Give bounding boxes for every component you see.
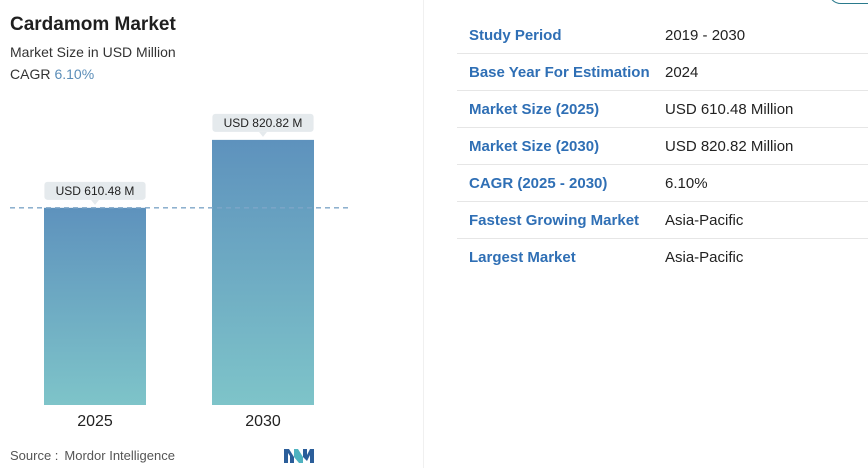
- chart-title: Cardamom Market: [10, 14, 176, 35]
- info-label: Base Year For Estimation: [469, 63, 650, 81]
- info-label: Study Period: [469, 26, 562, 44]
- info-value: USD 610.48 Million: [665, 100, 794, 118]
- info-row: Market Size (2030) USD 820.82 Million: [457, 128, 868, 165]
- info-value: USD 820.82 Million: [665, 137, 794, 155]
- svg-text:USD 820.82 M: USD 820.82 M: [224, 116, 303, 130]
- source-label: Source :: [10, 448, 59, 463]
- info-value: 2019 - 2030: [665, 26, 746, 44]
- bar-chart: USD 610.48 M 2025 USD 820.82 M 2030: [10, 113, 350, 430]
- info-label: CAGR (2025 - 2030): [469, 174, 608, 192]
- info-row: CAGR (2025 - 2030) 6.10%: [457, 165, 868, 202]
- cagr-value: 6.10%: [54, 66, 95, 82]
- info-label: Market Size (2030): [469, 137, 600, 155]
- bar-2030: [212, 139, 314, 406]
- x-tick-label-2030: 2030: [245, 413, 281, 430]
- cagr-label: CAGR: [10, 66, 51, 82]
- chart-subtitle: Market Size in USD Million: [10, 44, 176, 60]
- info-value: Asia-Pacific: [665, 249, 744, 266]
- svg-text:USD 610.48 M: USD 610.48 M: [56, 184, 135, 198]
- info-value: Asia-Pacific: [665, 211, 744, 229]
- data-label-2025: USD 610.48 M: [44, 181, 146, 205]
- source-line: Source : Mordor Intelligence: [10, 448, 175, 463]
- info-row: Market Size (2025) USD 610.48 Million: [457, 91, 868, 128]
- chart-cagr: CAGR 6.10%: [10, 66, 94, 82]
- data-label-2030: USD 820.82 M: [212, 113, 314, 137]
- info-label: Largest Market: [469, 249, 576, 266]
- source-value: Mordor Intelligence: [64, 448, 175, 463]
- market-info-table: Study Period 2019 - 2030 Base Year For Est…: [457, 17, 868, 276]
- mordor-intelligence-logo-icon: [284, 449, 314, 463]
- info-row: Fastest Growing Market Asia-Pacific: [457, 202, 868, 239]
- info-value: 6.10%: [665, 174, 708, 192]
- x-tick-label-2025: 2025: [77, 413, 113, 430]
- info-row: Largest Market Asia-Pacific: [457, 239, 868, 276]
- corner-decoration: [828, 0, 868, 4]
- info-row: Base Year For Estimation 2024: [457, 54, 868, 91]
- info-label: Fastest Growing Market: [469, 211, 640, 229]
- bar-2025: [44, 207, 146, 405]
- chart-card: Cardamom Market Market Size in USD Milli…: [0, 0, 424, 468]
- info-label: Market Size (2025): [469, 100, 600, 118]
- info-row: Study Period 2019 - 2030: [457, 17, 868, 54]
- info-value: 2024: [665, 63, 699, 81]
